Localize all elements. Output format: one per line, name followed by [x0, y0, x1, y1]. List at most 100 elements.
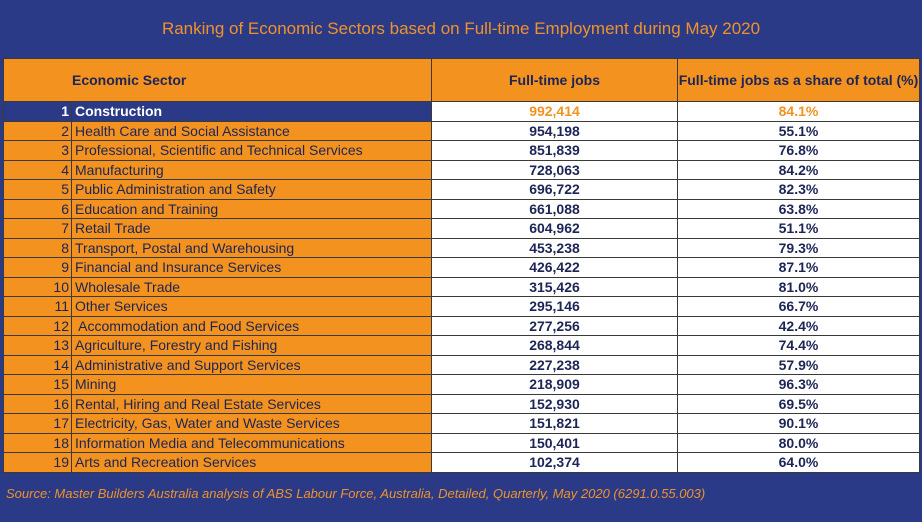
- sector-cell: Construction: [71, 101, 432, 122]
- chart-title: Ranking of Economic Sectors based on Ful…: [161, 19, 761, 38]
- sector-cell: Public Administration and Safety: [71, 179, 432, 200]
- table-row: 2 Health Care and Social Assistance 954,19…: [3, 120, 920, 141]
- jobs-cell: 295,146: [431, 296, 678, 317]
- rank-cell: 13: [3, 335, 72, 356]
- rank-cell: 11: [3, 296, 72, 317]
- jobs-cell: 604,962: [431, 218, 678, 239]
- sector-cell: Manufacturing: [71, 159, 432, 180]
- jobs-cell: 152,930: [431, 393, 678, 414]
- share-cell: 90.1%: [677, 413, 920, 434]
- jobs-cell: 426,422: [431, 257, 678, 278]
- jobs-cell: 151,821: [431, 413, 678, 434]
- rank-cell: 17: [3, 413, 72, 434]
- source-note: Source: Master Builders Australia analys…: [6, 486, 706, 501]
- share-cell: 79.3%: [677, 237, 920, 258]
- sector-cell: Administrative and Support Services: [71, 354, 432, 375]
- share-cell: 42.4%: [677, 315, 920, 336]
- sector-cell: Financial and Insurance Services: [71, 257, 432, 278]
- table-row: 12 Accommodation and Food Services 277,25…: [3, 315, 920, 336]
- rank-cell: 7: [3, 218, 72, 239]
- sector-cell: Rental, Hiring and Real Estate Services: [71, 393, 432, 414]
- column-header-sector: Economic Sector: [3, 58, 432, 102]
- table-row: 7 Retail Trade 604,962 51.1%: [3, 218, 920, 239]
- jobs-cell: 227,238: [431, 354, 678, 375]
- table-row: 6 Education and Training 661,088 63.8%: [3, 198, 920, 219]
- sector-cell: Information Media and Telecommunications: [71, 432, 432, 453]
- rank-cell: 14: [3, 354, 72, 375]
- share-cell: 51.1%: [677, 218, 920, 239]
- header-row: Economic Sector Full-time jobs Full-time…: [3, 58, 920, 102]
- share-cell: 76.8%: [677, 140, 920, 161]
- table-row: 16 Rental, Hiring and Real Estate Service…: [3, 393, 920, 414]
- share-cell: 63.8%: [677, 198, 920, 219]
- rank-cell: 10: [3, 276, 72, 297]
- jobs-cell: 277,256: [431, 315, 678, 336]
- table-row: 18 Information Media and Telecommunicatio…: [3, 432, 920, 453]
- rank-cell: 16: [3, 393, 72, 414]
- share-cell: 69.5%: [677, 393, 920, 414]
- share-cell: 81.0%: [677, 276, 920, 297]
- sector-cell: Mining: [71, 374, 432, 395]
- table-row: 1 Construction 992,414 84.1%: [3, 101, 920, 122]
- rank-cell: 6: [3, 198, 72, 219]
- rank-cell: 3: [3, 140, 72, 161]
- rank-cell: 9: [3, 257, 72, 278]
- table-row: 14 Administrative and Support Services 227…: [3, 354, 920, 375]
- jobs-cell: 315,426: [431, 276, 678, 297]
- share-cell: 74.4%: [677, 335, 920, 356]
- share-cell: 84.1%: [677, 101, 920, 122]
- table-row: 11 Other Services 295,146 66.7%: [3, 296, 920, 317]
- jobs-cell: 954,198: [431, 120, 678, 141]
- share-cell: 66.7%: [677, 296, 920, 317]
- table-row: 8 Transport, Postal and Warehousing 453,23…: [3, 237, 920, 258]
- share-cell: 87.1%: [677, 257, 920, 278]
- table-row: 13 Agriculture, Forestry and Fishing 268,8…: [3, 335, 920, 356]
- share-cell: 64.0%: [677, 452, 920, 473]
- data-table-container: Economic Sector Full-time jobs Full-time…: [3, 58, 920, 473]
- table-row: 5 Public Administration and Safety 696,722…: [3, 179, 920, 200]
- data-table: Economic Sector Full-time jobs Full-time…: [3, 58, 920, 473]
- sector-cell: Agriculture, Forestry and Fishing: [71, 335, 432, 356]
- table-row: 15 Mining 218,909 96.3%: [3, 374, 920, 395]
- jobs-cell: 218,909: [431, 374, 678, 395]
- share-cell: 84.2%: [677, 159, 920, 180]
- sector-cell: Arts and Recreation Services: [71, 452, 432, 473]
- share-cell: 80.0%: [677, 432, 920, 453]
- sector-cell: Wholesale Trade: [71, 276, 432, 297]
- jobs-cell: 728,063: [431, 159, 678, 180]
- rank-cell: 18: [3, 432, 72, 453]
- jobs-cell: 453,238: [431, 237, 678, 258]
- rank-cell: 1: [3, 101, 72, 122]
- column-header-share: Full-time jobs as a share of total (%): [677, 58, 920, 102]
- sector-cell: Professional, Scientific and Technical S…: [71, 140, 432, 161]
- sector-cell: Accommodation and Food Services: [71, 315, 432, 336]
- jobs-cell: 696,722: [431, 179, 678, 200]
- table-row: 10 Wholesale Trade 315,426 81.0%: [3, 276, 920, 297]
- table-body: 1 Construction 992,414 84.1% 2 Health Care an…: [3, 101, 920, 473]
- table-row: 3 Professional, Scientific and Technical …: [3, 140, 920, 161]
- sector-cell: Health Care and Social Assistance: [71, 120, 432, 141]
- column-header-jobs: Full-time jobs: [431, 58, 678, 102]
- table-row: 19 Arts and Recreation Services 102,374 64.…: [3, 452, 920, 473]
- sector-cell: Other Services: [71, 296, 432, 317]
- sector-cell: Retail Trade: [71, 218, 432, 239]
- table-row: 9 Financial and Insurance Services 426,422…: [3, 257, 920, 278]
- rank-cell: 8: [3, 237, 72, 258]
- jobs-cell: 992,414: [431, 101, 678, 122]
- jobs-cell: 268,844: [431, 335, 678, 356]
- share-cell: 96.3%: [677, 374, 920, 395]
- rank-cell: 2: [3, 120, 72, 141]
- jobs-cell: 851,839: [431, 140, 678, 161]
- table-row: 17 Electricity, Gas, Water and Waste Serv…: [3, 413, 920, 434]
- jobs-cell: 150,401: [431, 432, 678, 453]
- share-cell: 57.9%: [677, 354, 920, 375]
- sector-cell: Electricity, Gas, Water and Waste Servic…: [71, 413, 432, 434]
- table-row: 4 Manufacturing 728,063 84.2%: [3, 159, 920, 180]
- rank-cell: 5: [3, 179, 72, 200]
- rank-cell: 4: [3, 159, 72, 180]
- rank-cell: 12: [3, 315, 72, 336]
- rank-cell: 15: [3, 374, 72, 395]
- sector-cell: Transport, Postal and Warehousing: [71, 237, 432, 258]
- share-cell: 55.1%: [677, 120, 920, 141]
